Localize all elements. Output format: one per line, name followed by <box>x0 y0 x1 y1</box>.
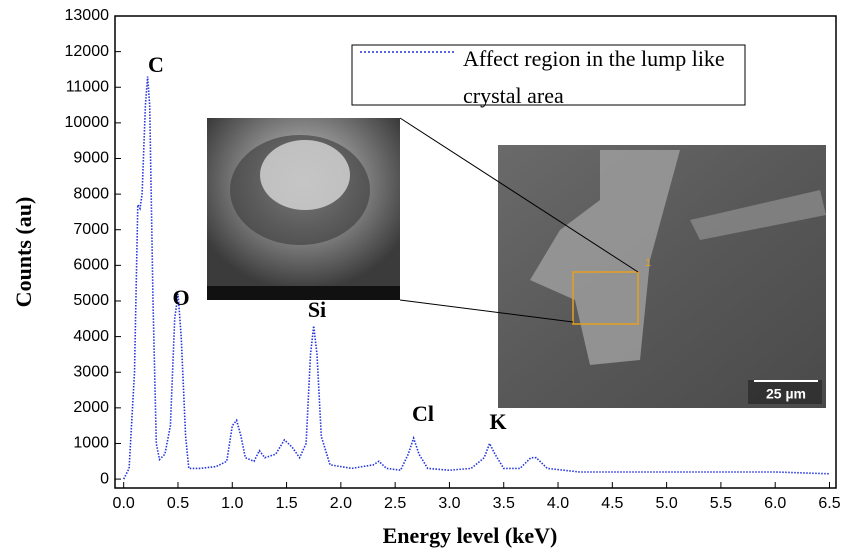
sem-inset-large <box>498 145 826 408</box>
legend-box <box>351 44 746 106</box>
connector <box>399 299 574 323</box>
y-tick-label: 0 <box>100 470 109 487</box>
x-tick-label: 1.0 <box>221 495 243 512</box>
x-tick-label: 5.0 <box>655 495 677 512</box>
legend-label: Affect region in the lump like crystal a… <box>463 46 725 108</box>
peak-label: C <box>148 52 164 77</box>
x-tick-label: 1.5 <box>275 495 297 512</box>
y-tick-label: 6000 <box>73 257 109 274</box>
y-axis-title: Counts (au) <box>11 197 36 308</box>
x-tick-label: 4.0 <box>547 495 569 512</box>
connector <box>399 117 639 273</box>
scale-bar-label: 25 µm <box>766 386 806 402</box>
x-tick-label: 3.5 <box>493 495 515 512</box>
peak-label: K <box>489 409 506 434</box>
x-axis-title: Energy level (keV) <box>383 523 558 548</box>
peak-label: O <box>172 285 189 310</box>
y-tick-label: 11000 <box>66 78 109 95</box>
spectrum-line <box>122 76 830 480</box>
y-tick-label: 2000 <box>73 399 109 416</box>
y-tick-label: 12000 <box>65 43 110 60</box>
x-tick-label: 2.0 <box>330 495 352 512</box>
x-tick-label: 2.5 <box>384 495 406 512</box>
plot-frame <box>114 15 837 489</box>
x-tick-label: 0.5 <box>167 495 189 512</box>
x-tick-label: 5.5 <box>710 495 732 512</box>
y-tick-label: 8000 <box>73 185 109 202</box>
x-tick-label: 4.5 <box>601 495 623 512</box>
x-tick-label: 6.0 <box>764 495 786 512</box>
sem-inset-small <box>207 118 400 300</box>
y-tick-label: 9000 <box>73 150 109 167</box>
y-tick-label: 5000 <box>73 292 109 309</box>
x-tick-label: 0.0 <box>113 495 135 512</box>
peak-label: Cl <box>412 401 434 426</box>
y-tick-label: 3000 <box>73 363 109 380</box>
y-tick-label: 4000 <box>73 328 109 345</box>
y-tick-label: 10000 <box>65 114 110 131</box>
y-tick-label: 1000 <box>73 435 109 452</box>
x-tick-label: 3.0 <box>438 495 460 512</box>
inset-marker: 1 <box>645 257 651 269</box>
peak-label: Si <box>308 297 326 322</box>
x-tick-label: 6.5 <box>818 495 840 512</box>
y-tick-label: 7000 <box>73 221 109 238</box>
y-tick-label: 13000 <box>65 7 110 24</box>
